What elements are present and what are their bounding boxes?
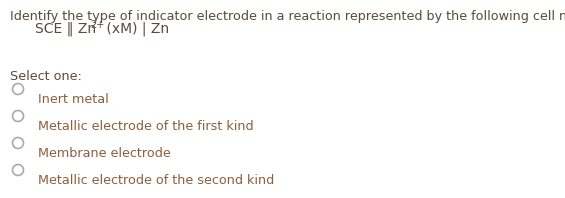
Text: Metallic electrode of the first kind: Metallic electrode of the first kind <box>38 120 254 133</box>
Text: Metallic electrode of the second kind: Metallic electrode of the second kind <box>38 174 274 187</box>
Text: Inert metal: Inert metal <box>38 93 108 106</box>
Text: 2+: 2+ <box>90 20 105 30</box>
Text: (xM) | Zn: (xM) | Zn <box>102 22 169 36</box>
Text: SCE ‖ Zn: SCE ‖ Zn <box>35 22 96 36</box>
Text: Select one:: Select one: <box>10 70 82 83</box>
Text: Membrane electrode: Membrane electrode <box>38 147 171 160</box>
Text: Identify the type of indicator electrode in a reaction represented by the follow: Identify the type of indicator electrode… <box>10 10 565 23</box>
